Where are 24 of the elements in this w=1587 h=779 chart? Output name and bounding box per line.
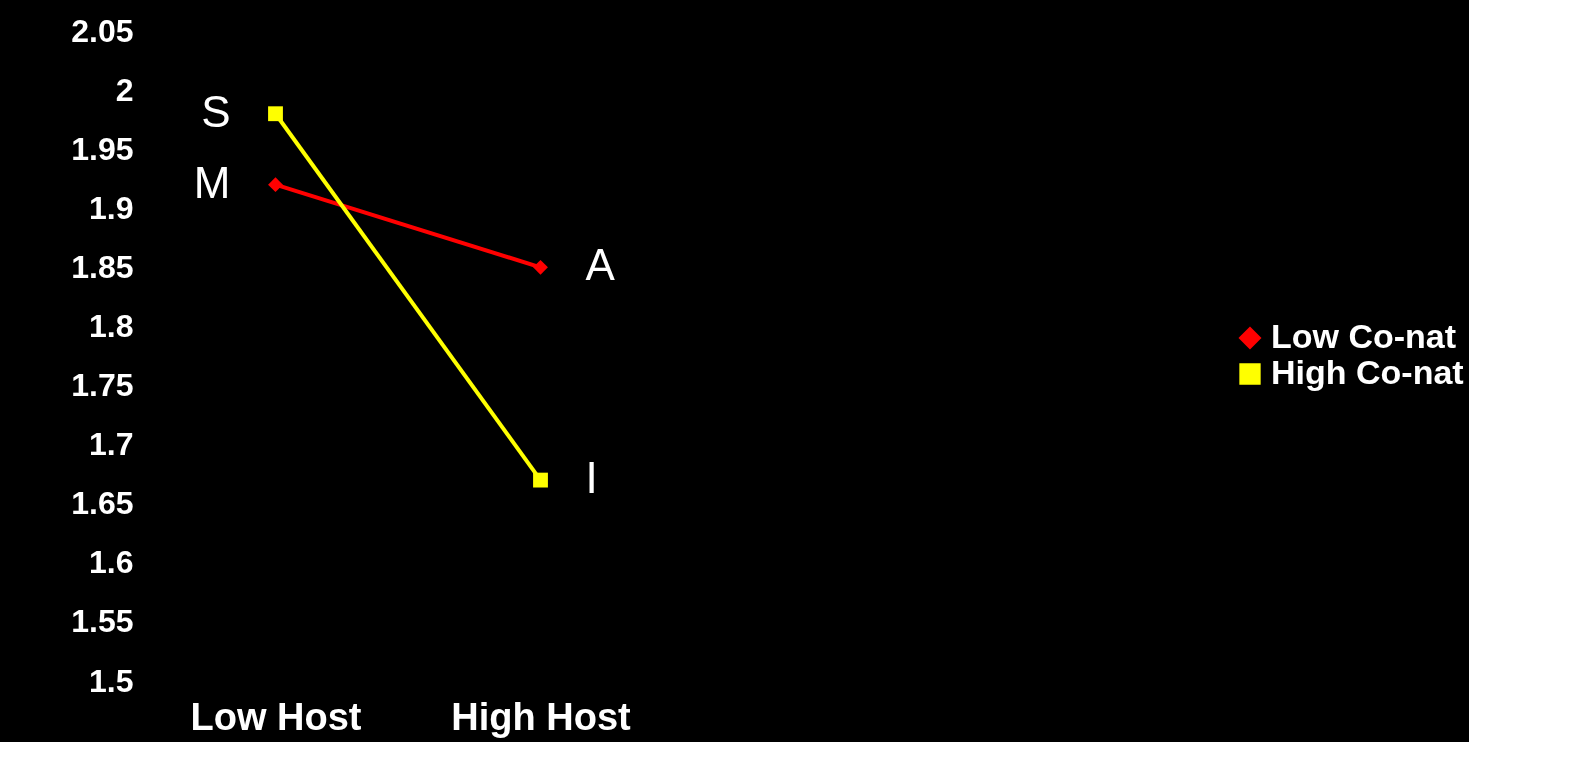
legend-label: High Co-nat [1271,353,1464,391]
y-tick-label: 1.75 [71,367,134,404]
point [533,472,548,488]
point [268,177,283,193]
annotation: S [201,86,231,136]
y-tick-label: 1.8 [89,307,134,344]
y-tick-label: 1.7 [89,426,134,463]
point [268,106,283,122]
y-tick-label: 1.65 [71,485,134,522]
x-tick-label: Low Host [190,695,362,738]
legend-label: Low Co-nat [1271,317,1457,355]
y-tick-label: 1.9 [89,189,134,226]
y-tick-label: 1.6 [89,544,134,581]
y-tick-label: 1.85 [71,248,134,285]
annotation: M [193,157,231,207]
x-tick-label: High Host [451,695,632,738]
y-tick-label: 2.05 [71,12,134,49]
annotation: I [585,453,598,503]
point [533,259,548,275]
y-tick-label: 2 [115,71,134,108]
y-tick-label: 1.5 [89,662,134,699]
y-tick-label: 1.95 [71,130,134,167]
y-tick-label: 1.55 [71,603,134,640]
annotation: A [585,240,616,290]
